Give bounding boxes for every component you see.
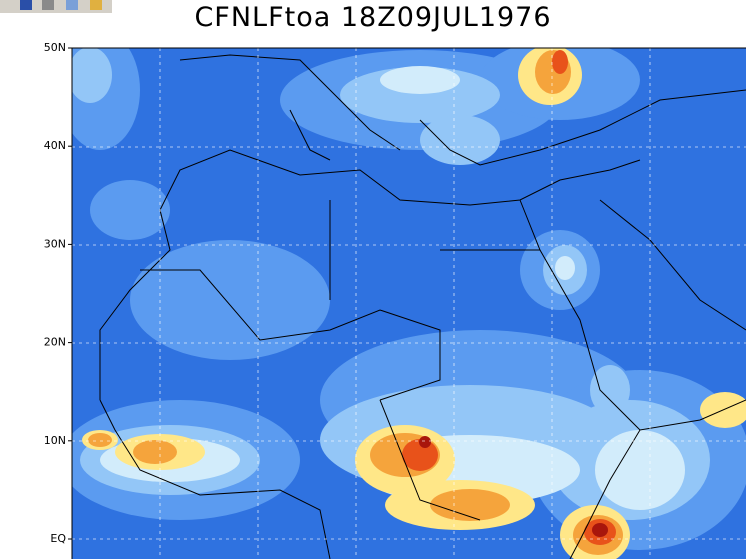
lat-label: 50N (44, 41, 66, 54)
lat-label: 40N (44, 139, 66, 152)
lat-label: 30N (44, 237, 66, 250)
map-area (72, 48, 746, 559)
save-icon[interactable] (20, 0, 32, 10)
field-level-8 (419, 436, 608, 537)
coastlines (99, 54, 746, 559)
lat-label: 20N (44, 336, 66, 349)
lat-axis: 50N 40N 30N 20N 10N EQ (44, 41, 72, 545)
lat-label: EQ (50, 532, 66, 545)
lat-label: 10N (44, 434, 66, 447)
print-icon[interactable] (42, 0, 54, 10)
field-level-7 (402, 50, 616, 545)
plot-frame (71, 47, 746, 559)
map-title: CFNLFtoa 18Z09JUL1976 (194, 2, 552, 33)
toolbar (0, 0, 112, 13)
graticule (72, 48, 746, 559)
open-icon[interactable] (90, 0, 102, 10)
mail-icon[interactable] (66, 0, 78, 10)
field-level-6 (88, 50, 623, 555)
